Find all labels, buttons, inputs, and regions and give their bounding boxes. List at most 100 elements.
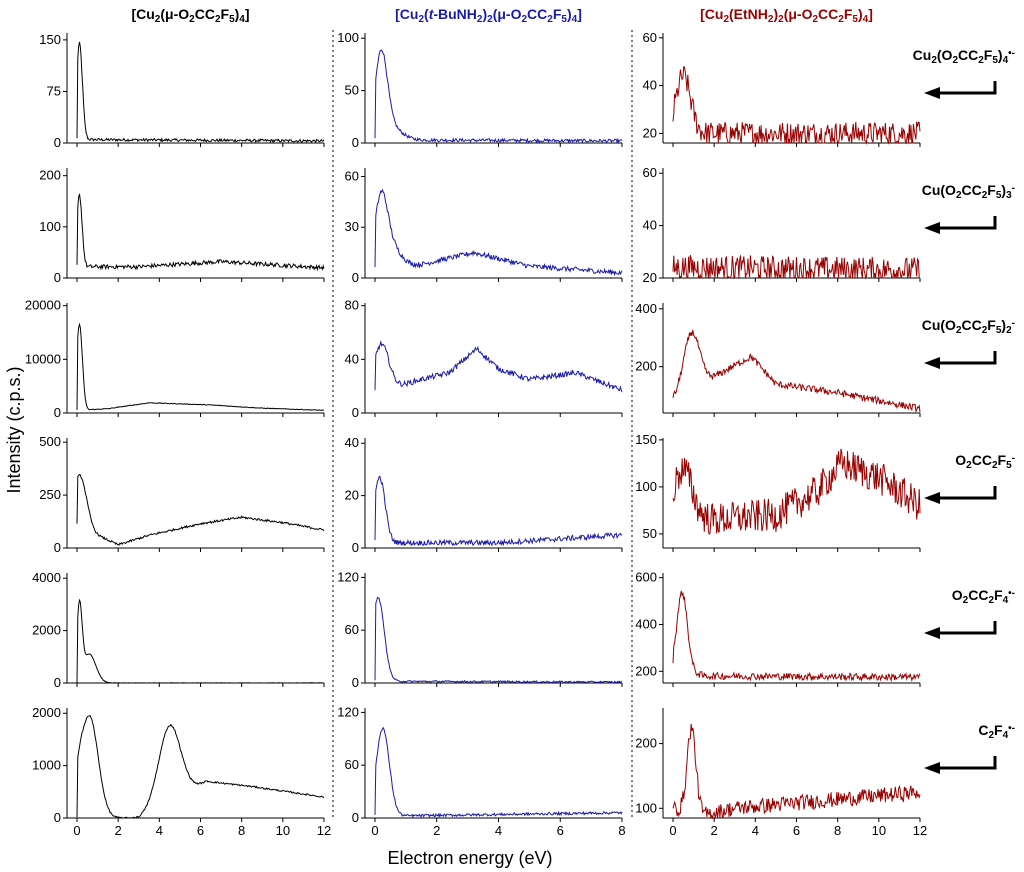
spectrum-panel: 0 30 60 [345, 168, 623, 285]
y-tick-label: 200 [635, 663, 657, 678]
spectrum-panel: 0 100 200 [39, 168, 325, 285]
arrow-head [924, 87, 940, 99]
spectrum-line [672, 254, 920, 280]
y-tick-label: 0 [54, 540, 61, 555]
arrow-head [924, 492, 940, 504]
spectrum-line [374, 49, 623, 145]
spectrum-line [76, 598, 325, 684]
y-tick-label: 100 [635, 479, 657, 494]
arrow-head [924, 627, 940, 639]
spectrum-line [76, 715, 325, 819]
y-tick-label: 2000 [32, 623, 61, 638]
x-tick-label: 6 [793, 823, 800, 838]
spectrum-line [374, 188, 623, 277]
figure-labels: [Cu2(μ-O2CC2F5)4] [Cu2(t-BuNH2)2(μ-O2CC2F… [131, 6, 1015, 774]
spectrum-line [672, 723, 921, 820]
y-tick-label: 120 [337, 704, 359, 719]
x-tick-label: 12 [317, 823, 331, 838]
spectrum-line [76, 41, 325, 144]
y-tick-label: 40 [643, 218, 657, 233]
x-tick-label: 2 [433, 823, 440, 838]
y-tick-label: 20 [643, 125, 657, 140]
x-tick-label: 2 [711, 823, 718, 838]
spectrum-line [76, 322, 325, 411]
y-tick-label: 20 [345, 488, 359, 503]
y-tick-label: 10000 [25, 351, 61, 366]
x-tick-label: 6 [557, 823, 564, 838]
panel-grid: 0751500501002040600100200030602040600100… [25, 30, 927, 838]
spectrum-panel: 0 60 120 0 2 4 6 8 [337, 704, 625, 838]
spectrum-line [374, 475, 623, 547]
y-tick-label: 600 [635, 570, 657, 585]
y-tick-label: 200 [635, 736, 657, 751]
spectrum-panel: 200 400 600 [635, 570, 921, 687]
y-tick-label: 40 [345, 435, 359, 450]
y-tick-label: 60 [643, 165, 657, 180]
spectrum-line [672, 65, 921, 145]
figure-frame [332, 30, 633, 820]
x-tick-label: 10 [276, 823, 290, 838]
y-tick-label: 120 [337, 569, 359, 584]
y-tick-label: 200 [39, 168, 61, 183]
fragment-label: O2CC2F5- [955, 452, 1015, 471]
y-tick-label: 20000 [25, 298, 61, 313]
spectrum-panel: 100 200 0 2 4 6 8 10 12 [635, 708, 927, 838]
fragment-label: Cu(O2CC2F5)3- [922, 182, 1015, 201]
x-tick-label: 4 [752, 823, 759, 838]
x-tick-label: 12 [913, 823, 927, 838]
y-tick-label: 100 [39, 219, 61, 234]
arrow-head [924, 762, 940, 774]
y-tick-label: 0 [352, 135, 359, 150]
y-tick-label: 60 [643, 30, 657, 45]
y-axis-title: Intensity (c.p.s.) [4, 366, 24, 493]
spectrum-line [672, 329, 921, 413]
spectrum-panel: 200 400 [635, 301, 921, 417]
y-tick-label: 150 [39, 32, 61, 47]
y-tick-label: 500 [39, 434, 61, 449]
y-tick-label: 200 [635, 359, 657, 374]
spectrum-panel: 0 75 150 [39, 32, 325, 150]
arrow-head [924, 222, 940, 234]
y-tick-label: 250 [39, 487, 61, 502]
x-tick-label: 6 [197, 823, 204, 838]
spectrum-line [374, 340, 623, 393]
spectrum-panel: 0 10000 20000 [25, 298, 325, 420]
arrow-head [924, 357, 940, 369]
fragment-arrow [938, 351, 997, 365]
fragment-label: C2F4•- [978, 722, 1015, 741]
y-tick-label: 400 [635, 616, 657, 631]
spectrum-line [76, 473, 325, 546]
spectrum-panel: 0 40 80 [345, 298, 623, 420]
column-title: [Cu2(μ-O2CC2F5)4] [131, 6, 249, 25]
y-tick-label: 0 [54, 675, 61, 690]
spectrum-line [672, 448, 921, 536]
y-tick-label: 150 [635, 432, 657, 447]
y-tick-label: 2000 [32, 705, 61, 720]
y-tick-label: 0 [352, 675, 359, 690]
spectrum-panel: 20 40 60 [643, 30, 921, 147]
x-tick-label: 8 [238, 823, 245, 838]
y-tick-label: 100 [635, 800, 657, 815]
y-tick-label: 400 [635, 301, 657, 316]
spectrum-line [672, 590, 921, 683]
y-tick-label: 0 [54, 810, 61, 825]
spectrum-panel: 0 2000 4000 [32, 570, 325, 690]
x-tick-label: 10 [872, 823, 886, 838]
fragment-arrow [938, 216, 997, 230]
spectrum-panel: 50 100 150 [635, 432, 921, 552]
fragment-arrow [938, 756, 997, 770]
y-tick-label: 30 [345, 219, 359, 234]
spectrum-line [374, 596, 623, 684]
fragment-arrow [938, 486, 997, 500]
y-tick-label: 60 [345, 757, 359, 772]
fragment-arrow [938, 81, 997, 95]
x-tick-label: 0 [371, 823, 378, 838]
y-tick-label: 0 [352, 540, 359, 555]
fragment-arrow [938, 621, 997, 635]
y-tick-label: 60 [345, 168, 359, 183]
spectrum-panel: 0 60 120 [337, 569, 623, 690]
y-tick-label: 40 [643, 78, 657, 93]
spectrum-line [76, 193, 325, 272]
y-tick-label: 50 [345, 83, 359, 98]
